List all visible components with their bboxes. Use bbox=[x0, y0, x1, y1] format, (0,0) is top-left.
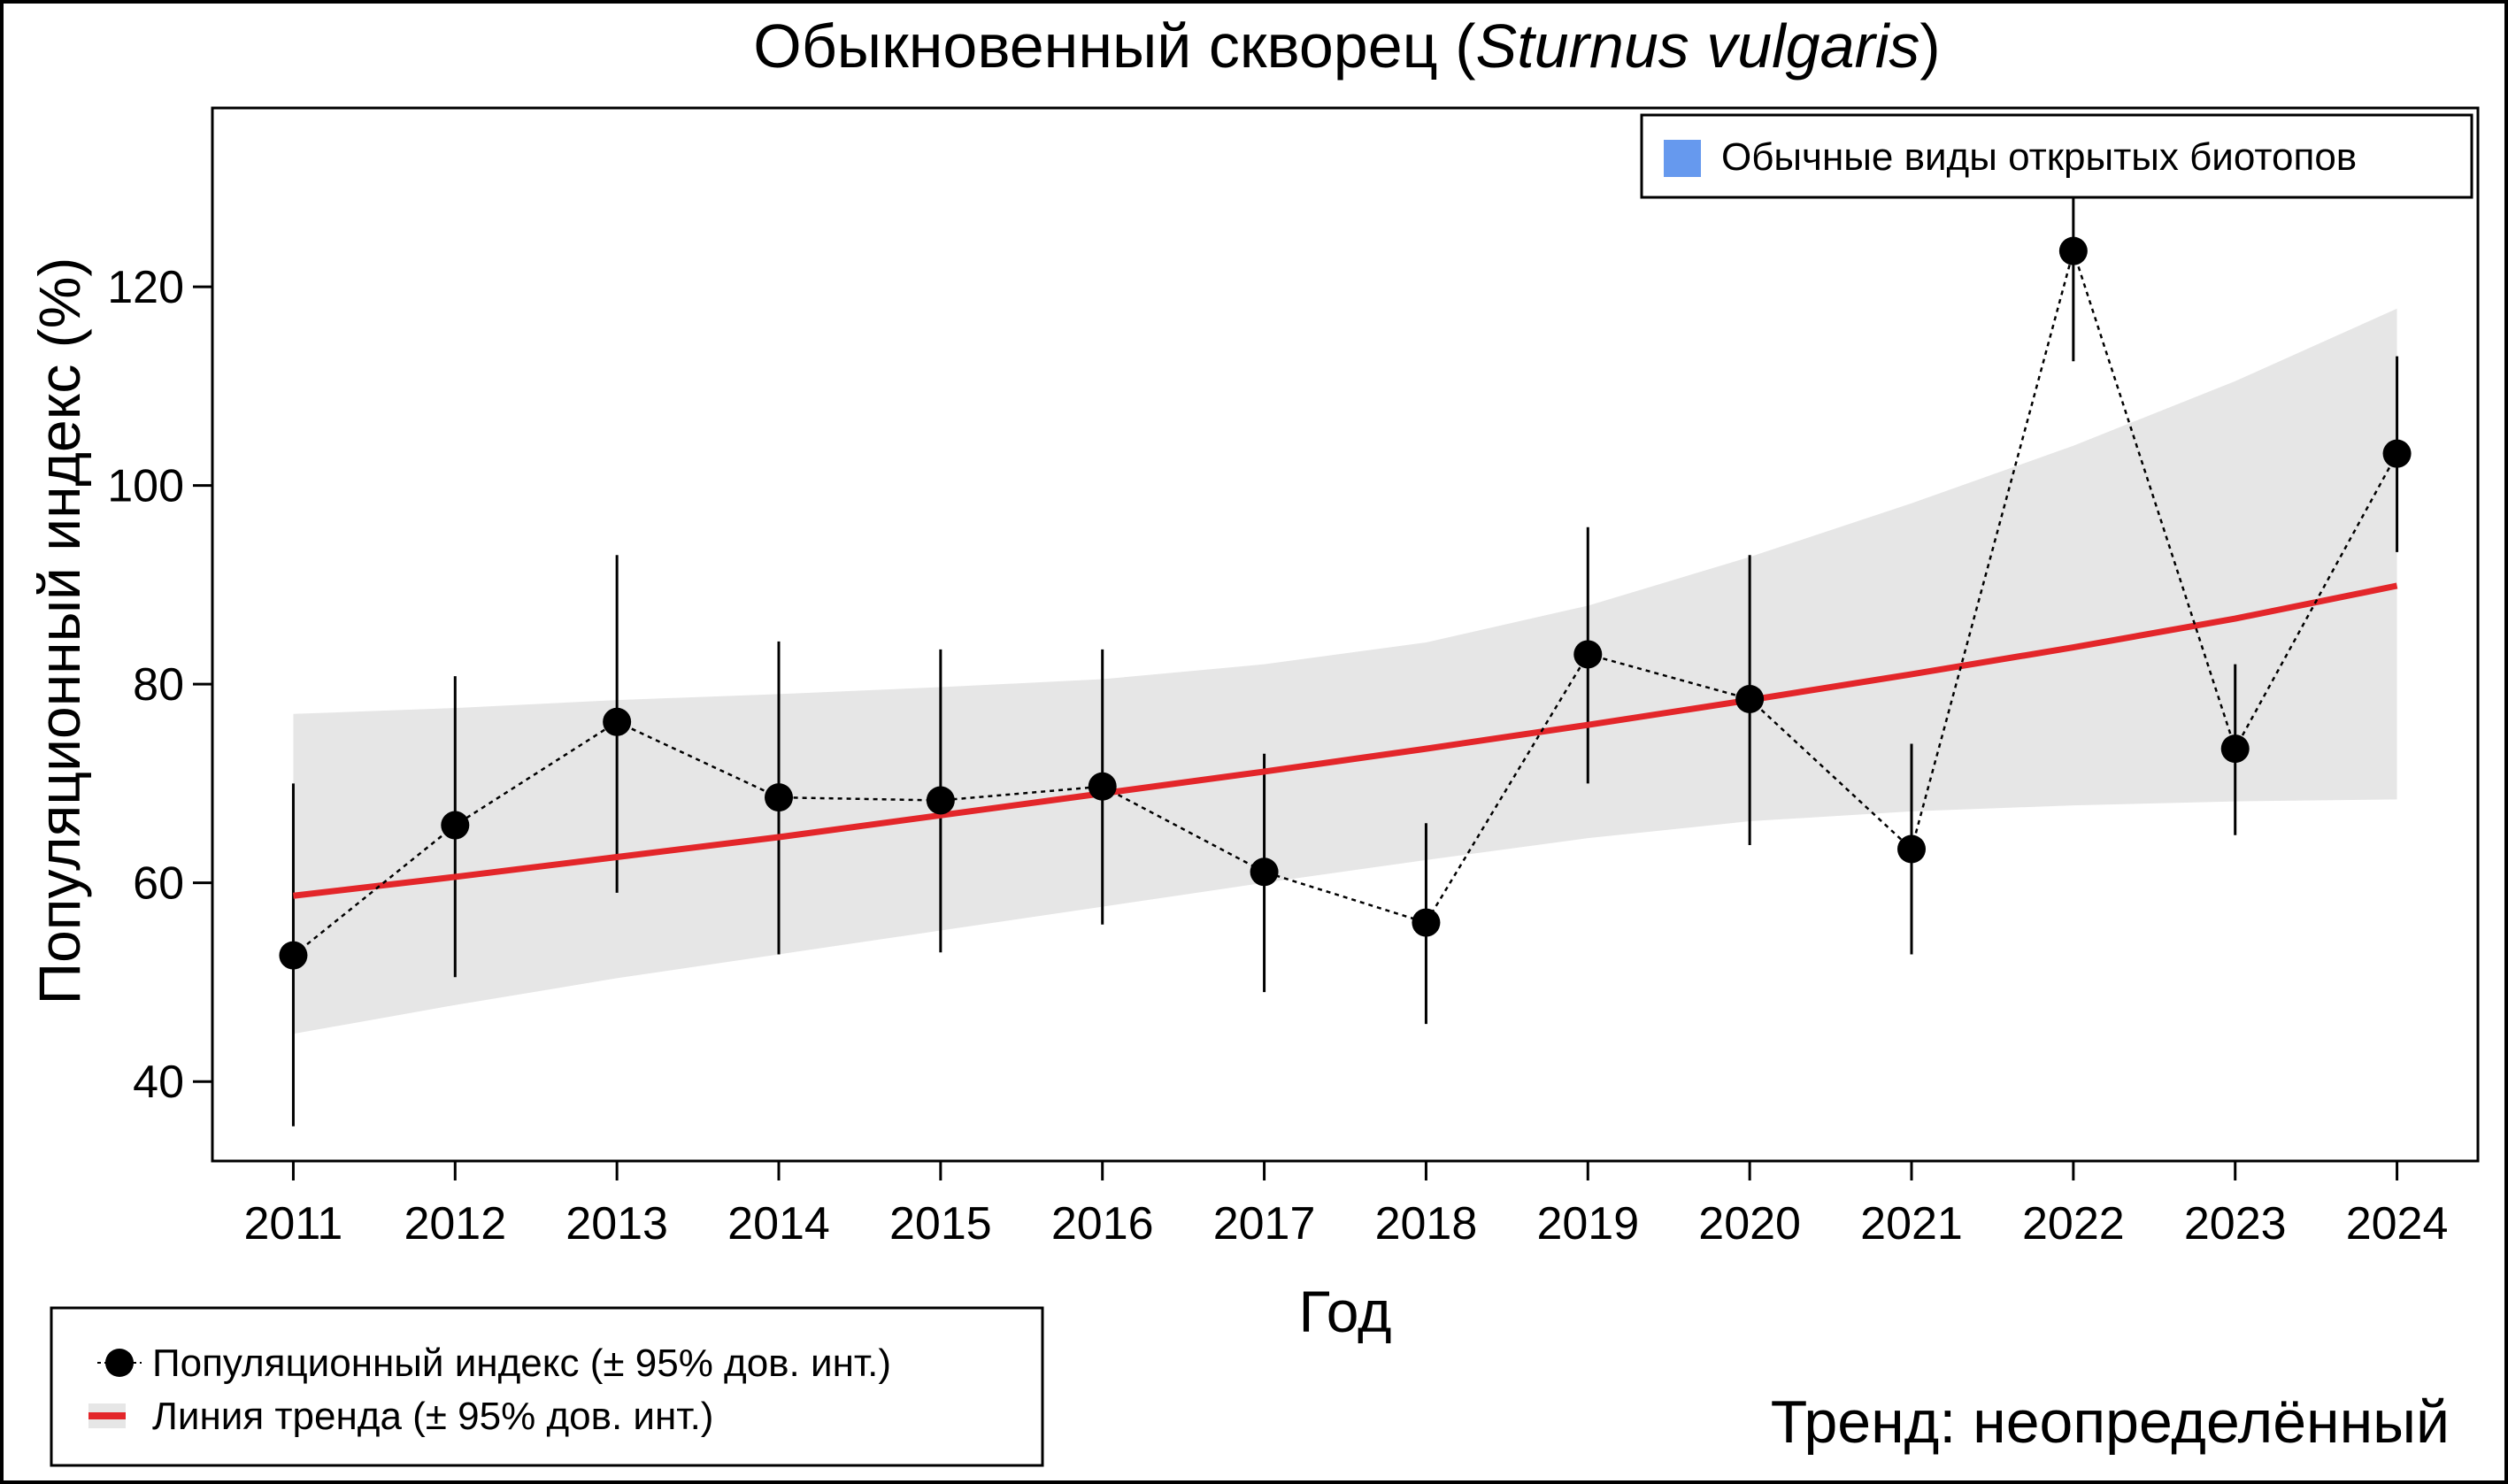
index-point bbox=[441, 811, 470, 840]
box-legend-swatch bbox=[1664, 140, 1701, 177]
index-point bbox=[1735, 684, 1765, 713]
legend-index-marker bbox=[105, 1349, 134, 1377]
plot-area bbox=[279, 192, 2412, 1126]
x-tick-label: 2015 bbox=[889, 1198, 992, 1249]
chart-title-prefix: Обыкновенный скворец ( bbox=[753, 12, 1475, 81]
index-point bbox=[1412, 908, 1441, 937]
y-tick-label: 100 bbox=[107, 461, 184, 512]
y-tick-label: 80 bbox=[133, 659, 184, 711]
index-dotted-line bbox=[292, 247, 2398, 957]
index-point bbox=[1897, 834, 1926, 864]
trend-label: Тренд: неопределённый bbox=[1771, 1388, 2450, 1456]
index-point bbox=[2220, 734, 2250, 764]
y-tick-label: 60 bbox=[133, 858, 184, 910]
index-point bbox=[2058, 236, 2088, 265]
series-legend: Популяционный индекс (± 95% дов. инт.) Л… bbox=[50, 1306, 1044, 1467]
axis-ticks: 40 60 80 100 120 2011 2012 2013 2014 2015 2016 2017… bbox=[107, 262, 2448, 1249]
y-tick-label: 40 bbox=[133, 1057, 184, 1108]
x-tick-label: 2021 bbox=[1860, 1198, 1963, 1249]
x-tick-label: 2012 bbox=[404, 1198, 506, 1249]
trend-confidence-band bbox=[293, 308, 2397, 1034]
index-point bbox=[765, 783, 793, 812]
legend-trend-label: Линия тренда (± 95% дов. инт.) bbox=[152, 1395, 713, 1438]
box-legend-label: Обычные виды открытых биотопов bbox=[1721, 135, 2357, 179]
index-point bbox=[2382, 439, 2412, 468]
x-tick-label: 2018 bbox=[1375, 1198, 1478, 1249]
x-tick-label: 2022 bbox=[2022, 1198, 2125, 1249]
box-legend-frame bbox=[1640, 113, 2473, 199]
chart-title-suffix: ) bbox=[1919, 12, 1940, 81]
y-axis-label: Популяционный индекс (%) bbox=[27, 258, 92, 1005]
series-legend-frame bbox=[50, 1306, 1044, 1467]
y-tick-label: 120 bbox=[107, 262, 184, 313]
x-tick-label: 2011 bbox=[244, 1198, 343, 1249]
chart-title: Обыкновенный скворец (Sturnus vulgaris) bbox=[753, 12, 1940, 81]
plot-frame bbox=[211, 106, 2480, 1163]
index-point bbox=[1573, 640, 1603, 669]
x-tick-label: 2014 bbox=[727, 1198, 830, 1249]
index-point bbox=[279, 941, 308, 970]
index-point bbox=[603, 707, 632, 736]
x-axis-label: Год bbox=[1298, 1279, 1391, 1344]
x-tick-label: 2017 bbox=[1213, 1198, 1316, 1249]
chart-title-species: Sturnus vulgaris bbox=[1476, 12, 1920, 81]
x-tick-label: 2019 bbox=[1536, 1198, 1639, 1249]
index-point bbox=[1250, 857, 1279, 887]
box-legend: Обычные виды открытых биотопов bbox=[1640, 113, 2473, 199]
x-tick-label: 2023 bbox=[2184, 1198, 2287, 1249]
legend-index-label: Популяционный индекс (± 95% дов. инт.) bbox=[152, 1342, 891, 1385]
x-tick-label: 2024 bbox=[2346, 1198, 2449, 1249]
index-point bbox=[926, 786, 955, 815]
x-tick-label: 2016 bbox=[1051, 1198, 1154, 1249]
x-tick-label: 2013 bbox=[565, 1198, 668, 1249]
index-point bbox=[1088, 772, 1117, 801]
x-tick-label: 2020 bbox=[1698, 1198, 1801, 1249]
trend-line bbox=[293, 582, 2398, 899]
